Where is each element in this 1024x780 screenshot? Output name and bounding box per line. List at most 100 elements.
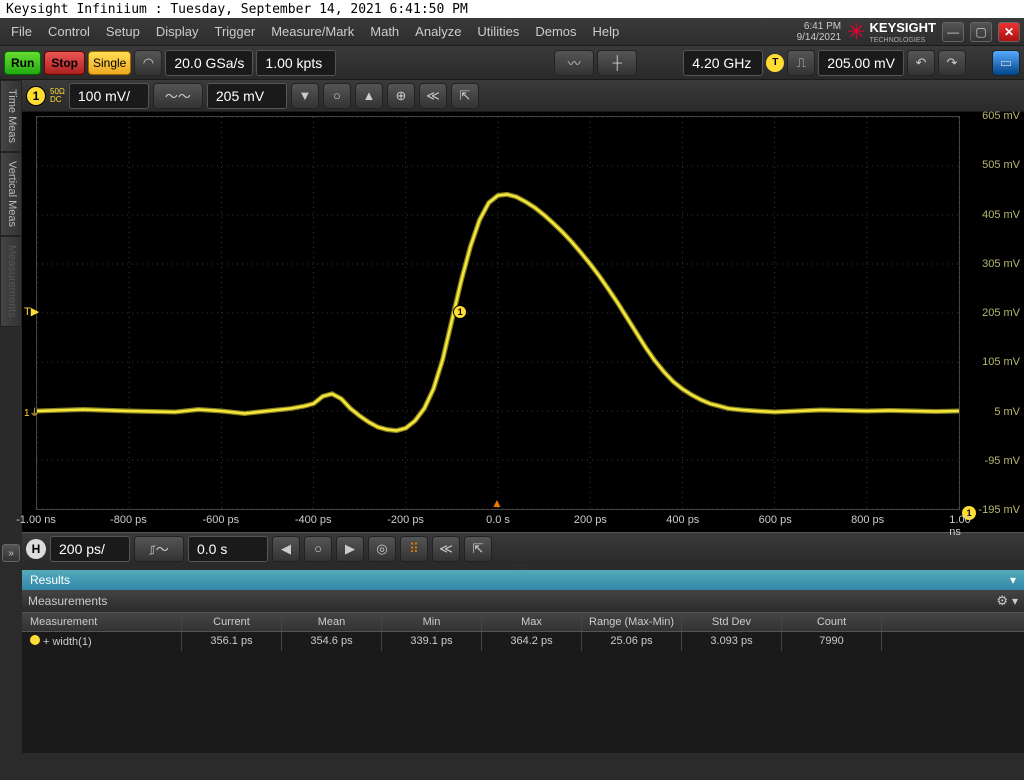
minimize-button[interactable]: — [942,22,964,42]
scale-up-icon[interactable]: ▲ [355,83,383,109]
menu-analyze[interactable]: Analyze [408,21,468,42]
x-tick-label: -400 ps [295,514,332,526]
timebase-scale-display[interactable]: 200 ps/ [50,536,130,562]
menu-help[interactable]: Help [586,21,627,42]
column-header[interactable]: Max [482,613,582,631]
x-tick-label: -1.00 ns [16,514,56,526]
stop-button[interactable]: Stop [44,51,85,75]
coupling-icon[interactable]: 〜〜 [153,83,203,109]
keysight-logo: ✳ KEYSIGHTTECHNOLOGIES [847,19,936,45]
column-header[interactable]: Mean [282,613,382,631]
acquisition-toolbar: Run Stop Single ◠ 20.0 GSa/s 1.00 kpts 〰… [0,46,1024,80]
y-tick-label: 205 mV [982,307,1020,319]
timebase-delay-display[interactable]: 0.0 s [188,536,268,562]
trigger-level-marker[interactable]: T▶ [24,305,39,318]
x-tick-label: 800 ps [851,514,884,526]
single-button[interactable]: Single [88,51,131,75]
run-button[interactable]: Run [4,51,41,75]
x-tick-label: 1.00 ns [949,514,970,538]
segments-icon[interactable]: ⠿ [400,536,428,562]
maximize-button[interactable]: ▢ [970,22,992,42]
column-header[interactable]: Count [782,613,882,631]
horizontal-badge[interactable]: H [26,539,46,559]
menu-control[interactable]: Control [41,21,97,42]
results-header[interactable]: Results▾ [22,570,1024,590]
column-header[interactable]: Measurement [22,613,182,631]
menu-demos[interactable]: Demos [528,21,583,42]
channel-offset-display[interactable]: 205 mV [207,83,287,109]
trace-marker-1[interactable]: 1 [453,305,467,319]
y-tick-label: -95 mV [985,455,1020,467]
redo-icon[interactable]: ↷ [938,50,966,76]
close-button[interactable]: ✕ [998,22,1020,42]
timebase-ref-icon[interactable]: ┼ [597,50,637,76]
trigger-time-marker: ▲ [491,496,503,510]
column-header[interactable]: Range (Max-Min) [582,613,682,631]
menu-math[interactable]: Math [363,21,406,42]
menu-bar: FileControlSetupDisplayTriggerMeasure/Ma… [0,18,1024,46]
trigger-level-display[interactable]: 205.00 mV [818,50,904,76]
delay-left-icon[interactable]: ◀ [272,536,300,562]
menu-trigger[interactable]: Trigger [207,21,262,42]
chevron-down-icon: ▾ [1012,594,1018,608]
timebase-bar: H 200 ps/ ⎎〜 0.0 s ◀ ○ ▶ ◎ ⠿ ≪ ⇱ [22,532,1024,564]
undo-icon[interactable]: ↶ [907,50,935,76]
channel-1-badge[interactable]: 1 [26,86,46,106]
scale-reset-icon[interactable]: ○ [323,83,351,109]
tab-measurements[interactable]: Measurements [0,236,22,327]
delay-right-icon[interactable]: ▶ [336,536,364,562]
tab-vertical-meas[interactable]: Vertical Meas [0,152,22,236]
ground-marker[interactable]: 1⏚ [24,404,40,419]
waveform-plot[interactable]: T▶ 1⏚ 1 ▲ 1 605 mV505 mV405 mV305 mV205 … [22,112,1024,532]
y-tick-label: 405 mV [982,209,1020,221]
menu-display[interactable]: Display [149,21,206,42]
menu-utilities[interactable]: Utilities [470,21,526,42]
column-header[interactable]: Min [382,613,482,631]
spark-icon: ✳ [847,19,865,45]
menu-setup[interactable]: Setup [99,21,147,42]
channel-dot-icon [30,635,40,645]
delay-zero-icon[interactable]: ○ [304,536,332,562]
channel-scale-display[interactable]: 100 mV/ [69,83,149,109]
y-tick-label: 5 mV [994,406,1020,418]
column-header[interactable]: Current [182,613,282,631]
zoom-select-icon[interactable]: ▭ [992,50,1020,76]
menu-measure-mark[interactable]: Measure/Mark [264,21,361,42]
menu-file[interactable]: File [4,21,39,42]
acquisition-mode-icon[interactable]: ◠ [134,50,162,76]
app-frame: FileControlSetupDisplayTriggerMeasure/Ma… [0,18,1024,780]
interp-sine-icon[interactable]: 〰 [554,50,594,76]
trigger-edge-icon[interactable]: ⎍ [787,50,815,76]
table-row[interactable]: + width(1) 356.1 ps 354.6 ps 339.1 ps 36… [22,632,1024,651]
zoom-icon[interactable]: ◎ [368,536,396,562]
channel-bar: 1 50ΩDC 100 mV/ 〜〜 205 mV ▼ ○ ▲ ⊕ ≪ ⇱ [22,80,1024,112]
x-tick-label: -200 ps [387,514,424,526]
gear-icon[interactable]: ⚙ [996,593,1008,609]
x-tick-label: 600 ps [759,514,792,526]
tab-time-meas[interactable]: Time Meas [0,80,22,152]
y-tick-label: 505 mV [982,159,1020,171]
collapse-left-icon[interactable]: ≪ [419,83,447,109]
measurements-header[interactable]: Measurements ⚙ ▾ [22,590,1024,613]
pin-icon[interactable]: ⇱ [451,83,479,109]
x-tick-label: -800 ps [110,514,147,526]
y-tick-label: 105 mV [982,356,1020,368]
x-tick-label: 0.0 s [486,514,510,526]
trigger-badge[interactable]: T [766,54,784,72]
x-tick-label: -600 ps [202,514,239,526]
os-title-bar: Keysight Infiniium : Tuesday, September … [0,0,1024,18]
expand-left-icon[interactable]: » [2,544,20,562]
column-header[interactable]: Std Dev [682,613,782,631]
timebase-mode-icon[interactable]: ⎎〜 [134,536,184,562]
x-tick-label: 200 ps [574,514,607,526]
scale-down-icon[interactable]: ▼ [291,83,319,109]
chevron-down-icon: ▾ [1010,573,1016,587]
pin-timebase-icon[interactable]: ⇱ [464,536,492,562]
collapse-timebase-icon[interactable]: ≪ [432,536,460,562]
y-tick-label: 305 mV [982,258,1020,270]
bandwidth-display[interactable]: 4.20 GHz [683,50,763,76]
add-channel-icon[interactable]: ⊕ [387,83,415,109]
clock: 6:41 PM9/14/2021 [797,21,842,43]
memory-depth-display[interactable]: 1.00 kpts [256,50,336,76]
sample-rate-display[interactable]: 20.0 GSa/s [165,50,253,76]
